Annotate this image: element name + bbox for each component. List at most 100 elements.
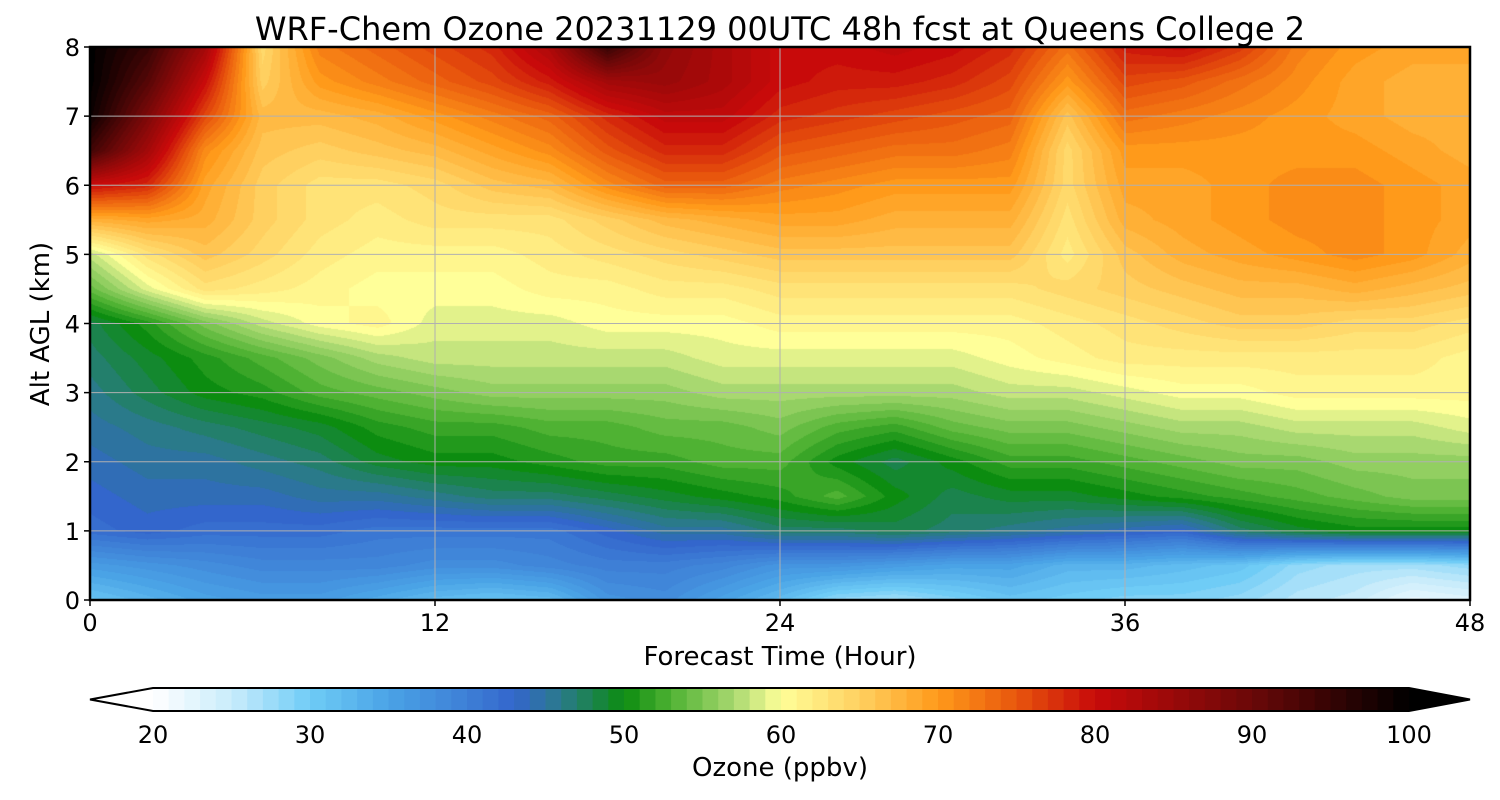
colorbar-swatch — [1299, 688, 1316, 711]
colorbar-tick-label: 20 — [138, 721, 169, 749]
colorbar-swatch — [1126, 688, 1143, 711]
colorbar-swatch — [419, 688, 437, 711]
colorbar-swatch — [498, 688, 515, 711]
colorbar-swatch — [890, 688, 908, 711]
colorbar-swatch — [1157, 688, 1175, 711]
x-tick-label: 48 — [1455, 609, 1486, 637]
colorbar-swatch — [828, 688, 845, 711]
colorbar-swatch — [1252, 688, 1269, 711]
y-tick-label: 8 — [65, 34, 80, 62]
colorbar-swatch — [357, 688, 374, 711]
colorbar-swatch — [1236, 688, 1253, 711]
colorbar-swatch — [1095, 688, 1112, 711]
chart-title: WRF-Chem Ozone 20231129 00UTC 48h fcst a… — [255, 10, 1305, 48]
colorbar-tick-label: 70 — [923, 721, 954, 749]
colorbar-swatch — [514, 688, 531, 711]
colorbar-swatch — [922, 688, 939, 711]
colorbar-swatch — [278, 688, 295, 711]
colorbar-swatch — [1267, 688, 1284, 711]
colorbar-tick-label: 100 — [1386, 721, 1432, 749]
colorbar-swatch — [608, 688, 625, 711]
x-tick-label: 24 — [765, 609, 796, 637]
colorbar-swatch — [451, 688, 468, 711]
x-axis-label: Forecast Time (Hour) — [643, 642, 916, 672]
y-tick-label: 0 — [65, 587, 80, 615]
colorbar-swatch — [796, 688, 813, 711]
colorbar-swatch — [1314, 688, 1332, 711]
colorbar-swatch — [1220, 688, 1237, 711]
y-tick-label: 2 — [65, 449, 80, 477]
colorbar-swatch — [545, 688, 562, 711]
colorbar-swatch — [576, 688, 594, 711]
colorbar-swatch — [231, 688, 248, 711]
colorbar-swatch — [906, 688, 923, 711]
colorbar-swatch — [702, 688, 719, 711]
colorbar-outline — [89, 687, 1471, 712]
colorbar-swatch — [1204, 688, 1222, 711]
colorbar-swatch — [1393, 688, 1410, 711]
colorbar-swatch — [1047, 688, 1065, 711]
colorbar-swatch — [875, 688, 892, 711]
colorbar-swatch — [1110, 688, 1127, 711]
y-tick-label: 1 — [65, 518, 80, 546]
colorbar-swatch — [1330, 688, 1347, 711]
colorbar-swatch — [404, 688, 421, 711]
colorbar-tick-label: 30 — [295, 721, 326, 749]
colorbar-swatch — [529, 688, 547, 711]
x-tick-label: 12 — [420, 609, 451, 637]
y-tick-label: 6 — [65, 172, 80, 200]
colorbar-swatch — [341, 688, 358, 711]
colorbar-swatch — [168, 688, 185, 711]
colorbar-swatch — [969, 688, 986, 711]
colorbar-swatch — [1142, 688, 1159, 711]
colorbar-swatch — [215, 688, 233, 711]
colorbar-swatch — [639, 688, 656, 711]
colorbar-swatch — [718, 688, 735, 711]
colorbar-swatch — [1189, 688, 1206, 711]
colorbar-swatch — [655, 688, 672, 711]
colorbar-swatch — [733, 688, 751, 711]
colorbar-label: Ozone (ppbv) — [692, 753, 868, 783]
y-axis-label: Alt AGL (km) — [26, 242, 56, 406]
colorbar-swatch — [482, 688, 499, 711]
colorbar-extend-low — [90, 688, 153, 711]
colorbar-tick-label: 40 — [452, 721, 483, 749]
colorbar-tick-label: 60 — [766, 721, 797, 749]
y-tick-label: 4 — [65, 311, 80, 339]
colorbar-swatch — [294, 688, 311, 711]
colorbar-swatch — [843, 688, 861, 711]
colorbar-swatch — [686, 688, 704, 711]
colorbar-swatch — [1000, 688, 1018, 711]
colorbar-swatch — [561, 688, 578, 711]
colorbar: 20 30 40 50 60 70 80 90 100 — [89, 687, 1471, 749]
colorbar-swatch — [435, 688, 452, 711]
colorbar-swatch — [1173, 688, 1190, 711]
colorbar-swatch — [1361, 688, 1379, 711]
colorbar-swatch — [812, 688, 829, 711]
colorbar-swatch — [200, 688, 217, 711]
y-tick-label: 7 — [65, 103, 80, 131]
colorbar-swatch — [765, 688, 782, 711]
colorbar-swatch — [1283, 688, 1300, 711]
colorbar-swatch — [325, 688, 342, 711]
colorbar-tick-label: 90 — [1237, 721, 1268, 749]
colorbar-swatch — [624, 688, 641, 711]
colorbar-swatch — [938, 688, 955, 711]
colorbar-swatch — [262, 688, 280, 711]
colorbar-extend-high — [1409, 688, 1470, 711]
colorbar-swatch — [310, 688, 327, 711]
colorbar-swatch — [184, 688, 201, 711]
colorbar-tick-label: 80 — [1080, 721, 1111, 749]
colorbar-swatch — [859, 688, 876, 711]
colorbar-swatch — [781, 688, 798, 711]
colorbar-swatch — [1346, 688, 1363, 711]
colorbar-swatch — [1079, 688, 1096, 711]
colorbar-swatch — [1032, 688, 1049, 711]
colorbar-swatch — [1016, 688, 1033, 711]
colorbar-swatch — [388, 688, 405, 711]
colorbar-swatch — [1377, 688, 1394, 711]
colorbar-swatch — [467, 688, 484, 711]
x-tick-label: 0 — [82, 609, 97, 637]
colorbar-swatch — [153, 688, 170, 711]
